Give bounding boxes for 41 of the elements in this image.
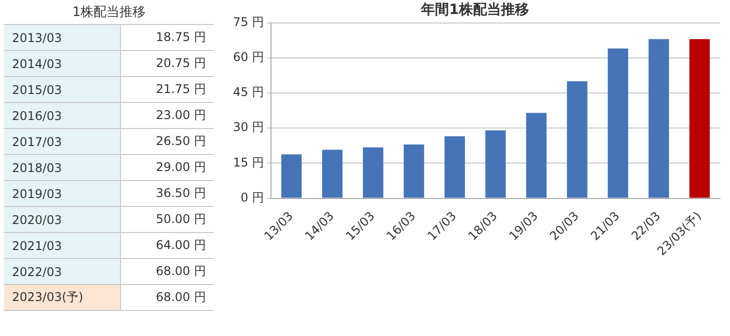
text: 36.50 円 — [156, 186, 206, 200]
bar — [485, 130, 506, 198]
bar — [322, 150, 343, 198]
category-label: 2013/03 — [4, 24, 120, 50]
text: 23.00 円 — [156, 108, 206, 122]
category-label: 2020/03 — [4, 206, 120, 232]
text: 68.00 円 — [156, 290, 206, 304]
bar — [689, 39, 710, 198]
text: 18.75 円 — [156, 30, 206, 44]
bar — [566, 81, 588, 198]
category-label: 2022/03 — [4, 258, 120, 284]
text: 20.75 円 — [156, 56, 206, 70]
y-tick-label: 60 円 — [232, 50, 264, 64]
bar — [526, 112, 547, 198]
bar — [362, 147, 384, 198]
bar — [648, 39, 669, 198]
y-tick-label: 0 円 — [240, 190, 264, 204]
y-tick-label: 30 円 — [232, 120, 264, 134]
category-label: 2023/03(予) — [4, 284, 120, 310]
category-label: 2019/03 — [4, 180, 120, 206]
text: 26.50 円 — [156, 134, 206, 148]
category-label: 2017/03 — [4, 128, 120, 154]
bar — [444, 136, 465, 198]
bar — [404, 144, 424, 198]
text: 64.00 円 — [156, 238, 206, 252]
text: 21.75 円 — [156, 82, 206, 96]
category-label: 2016/03 — [4, 102, 120, 128]
text: 50.00 円 — [156, 212, 206, 226]
bar — [608, 48, 628, 198]
y-tick-label: 75 円 — [232, 14, 264, 29]
text: 68.00 円 — [156, 264, 206, 278]
category-label: 2015/03 — [4, 76, 120, 102]
category-label: 2021/03 — [4, 232, 120, 258]
bar — [281, 154, 302, 198]
y-tick-label: 15 円 — [232, 155, 264, 170]
text: 1株配当推移 — [71, 4, 147, 22]
y-tick-label: 45 円 — [232, 85, 264, 100]
category-label: 2018/03 — [4, 154, 120, 180]
chart-title: 年間1株配当推移 — [420, 2, 529, 18]
category-label: 2014/03 — [4, 50, 120, 76]
text: 29.00 円 — [156, 160, 206, 174]
